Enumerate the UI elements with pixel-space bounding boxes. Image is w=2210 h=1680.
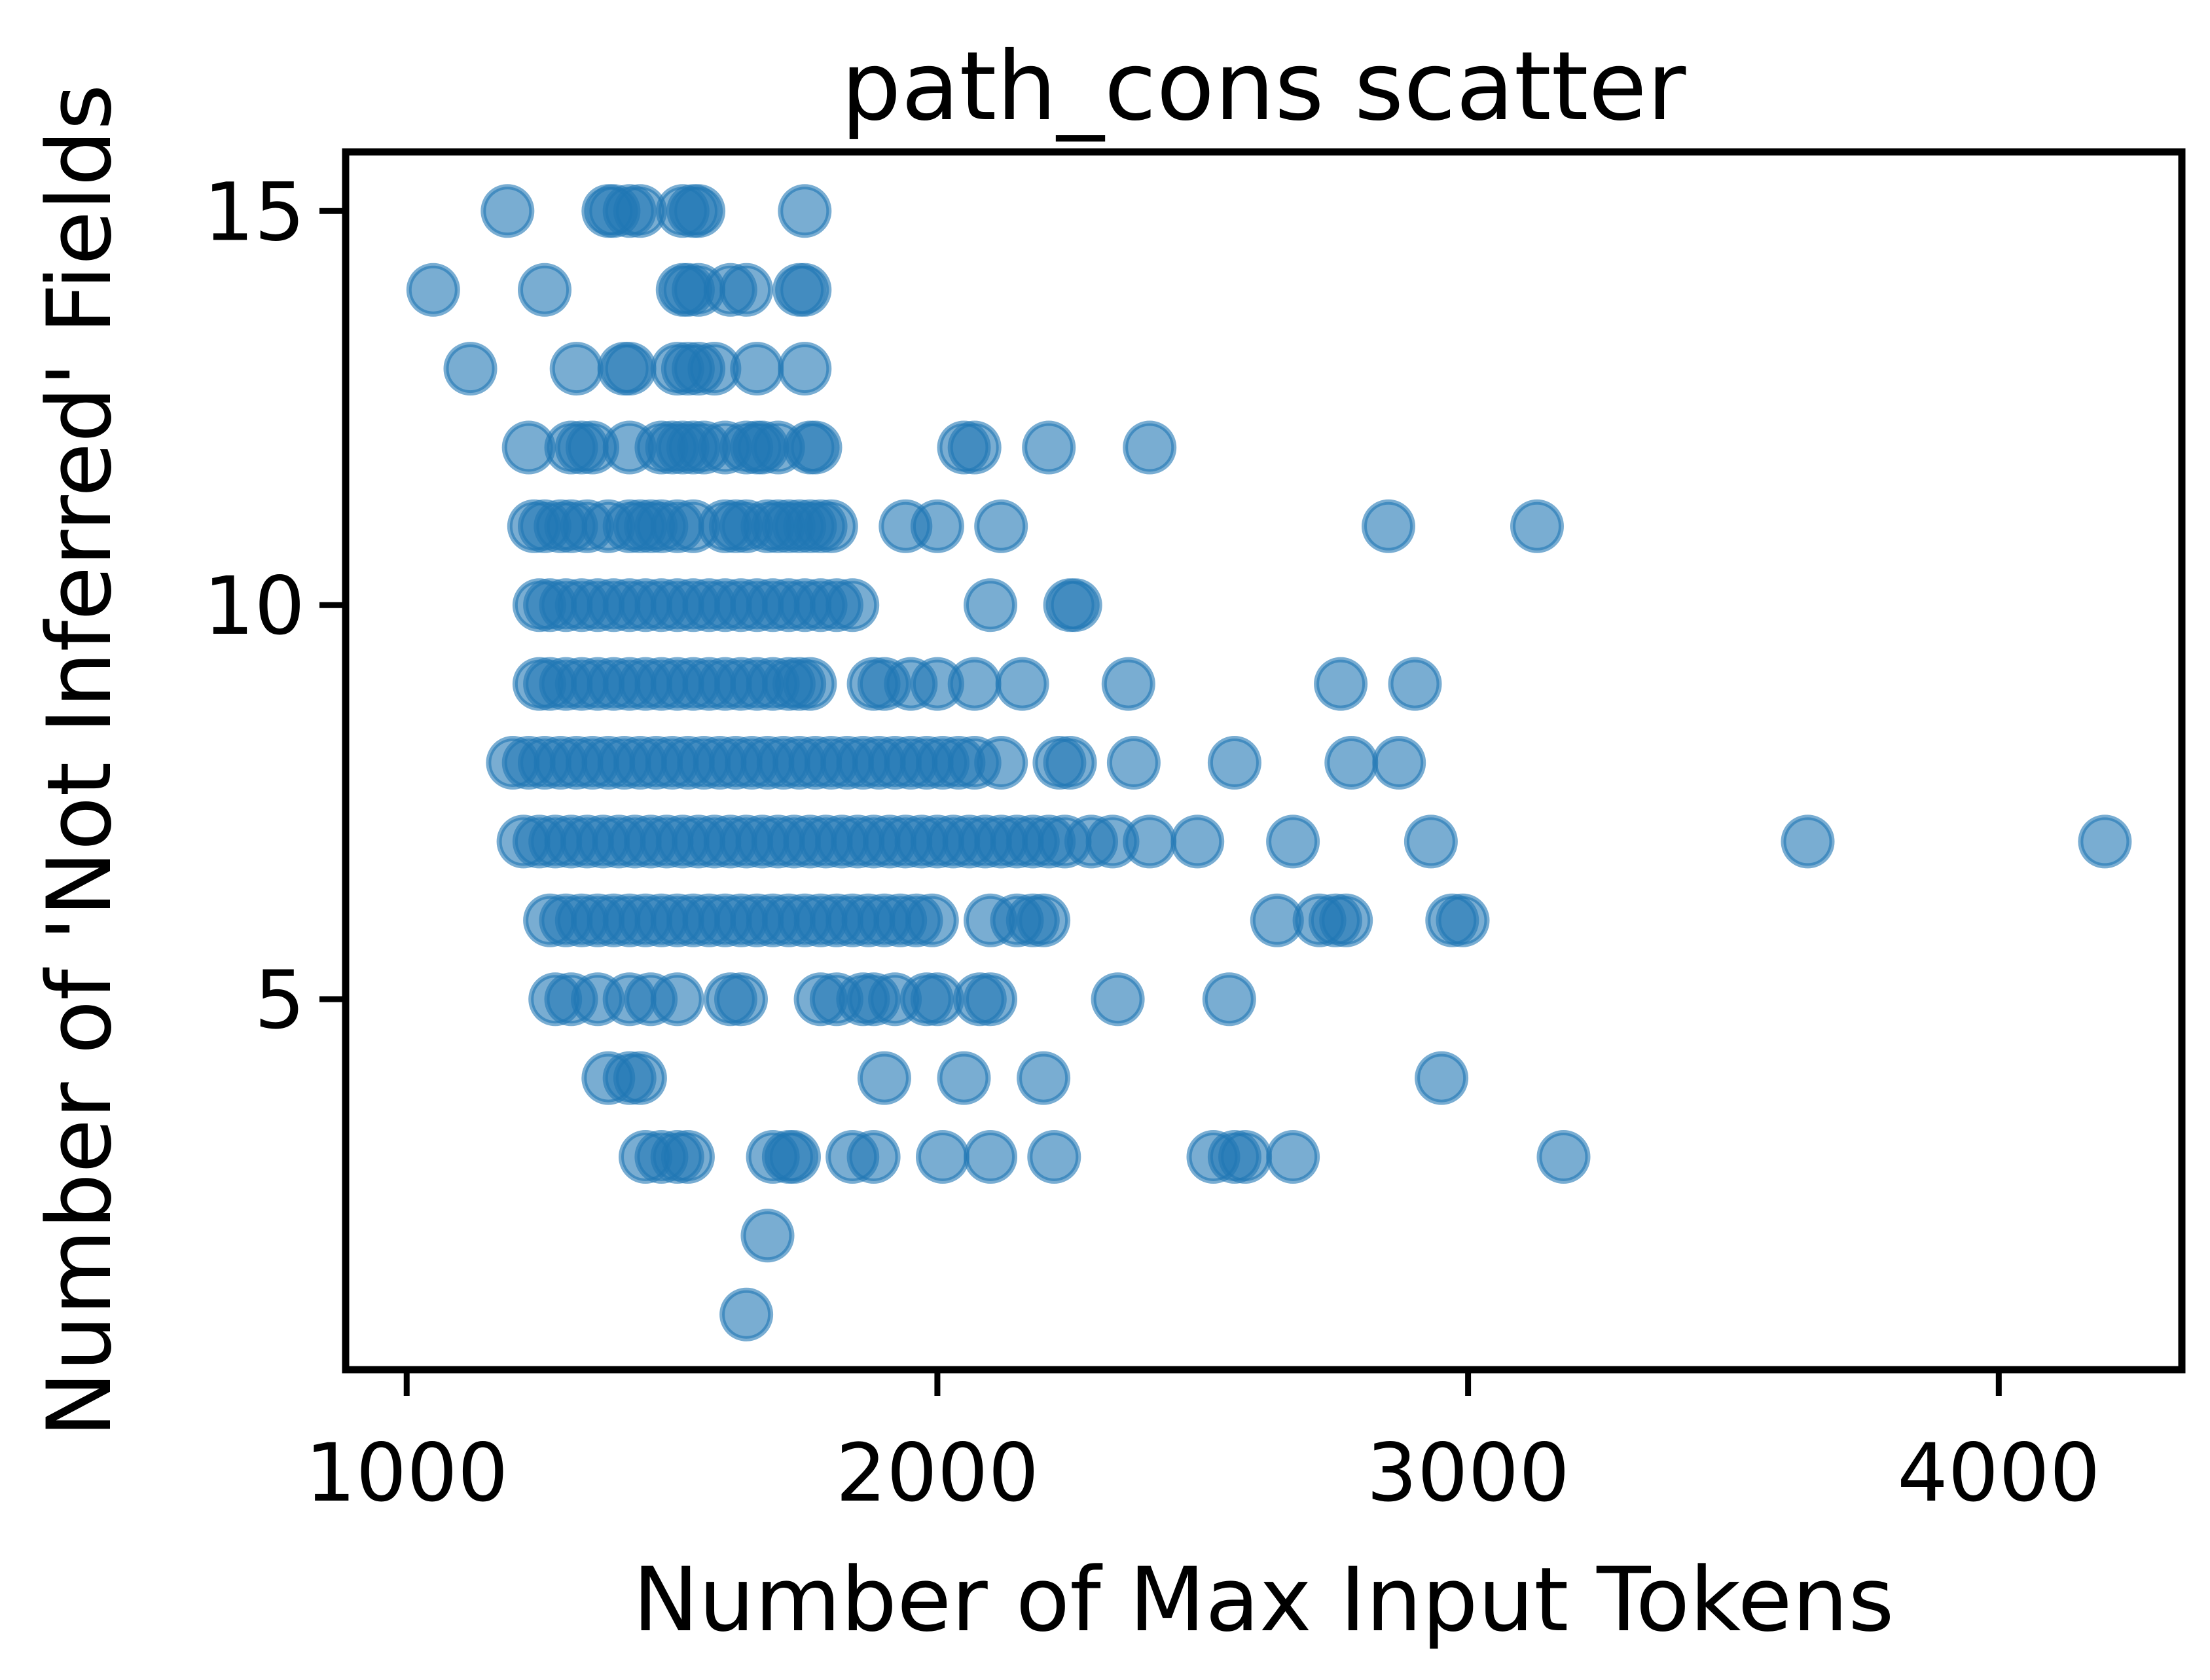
scatter-point [905,893,959,947]
scatter-point [947,657,1002,711]
scatter-point [916,1130,969,1184]
plot-frame [342,148,2186,1374]
scatter-point [1436,893,1490,947]
scatter-point [672,184,726,238]
scatter-point [406,263,460,317]
scatter-point [767,1130,821,1184]
scatter-point [778,342,832,396]
x-tick-label: 3000 [1366,1427,1569,1520]
scatter-point [1404,814,1458,869]
scatter-point [804,499,858,553]
scatter-point [1202,972,1256,1027]
scatter-point [1388,657,1442,711]
scatter-point [857,1051,911,1105]
scatter-point [2078,814,2132,869]
scatter-points [406,184,2132,1342]
x-axis-label: Number of Max Input Tokens [632,1548,1894,1651]
scatter-point [1207,736,1261,790]
scatter-point [778,184,832,238]
scatter-point [518,263,571,317]
scatter-point [1170,814,1225,869]
scatter-point [910,499,964,553]
scatter-point [964,1130,1017,1184]
scatter-point [1017,1051,1071,1105]
chart-title: path_cons scatter [841,31,1686,142]
scatter-point [974,736,1028,790]
scatter-point [1319,893,1373,947]
scatter-point [788,420,842,475]
x-tick-label: 1000 [305,1427,508,1520]
x-axis-ticks: 1000 2000 3000 4000 [305,1370,2101,1520]
scatter-point [549,342,604,396]
y-tick-label: 5 [254,954,305,1047]
scatter-point [650,972,704,1027]
scatter-point [730,342,784,396]
scatter-point [719,1287,774,1342]
scatter-point [846,1130,901,1184]
scatter-point [1266,1130,1320,1184]
scatter-point [1372,736,1426,790]
scatter-point [1022,420,1076,475]
x-tick-label: 2000 [836,1427,1039,1520]
scatter-point [1043,736,1097,790]
scatter-point [947,420,1002,475]
scatter-point [937,1051,991,1105]
scatter-point [1218,1130,1273,1184]
scatter-point [714,972,768,1027]
scatter-point [740,1209,795,1263]
scatter-point [1781,814,1835,869]
y-tick-label: 10 [204,560,305,653]
scatter-point [995,657,1049,711]
scatter-point [1091,972,1145,1027]
scatter-point [783,657,837,711]
scatter-point [1510,499,1564,553]
scatter-point [443,342,498,396]
scatter-point [719,263,774,317]
scatter-point [1536,1130,1591,1184]
scatter-point [602,342,657,396]
scatter-point [964,578,1017,632]
y-tick-label: 15 [204,166,305,259]
scatter-point [1027,1130,1081,1184]
scatter-point [661,1130,715,1184]
scatter-point [1106,736,1161,790]
scatter-point [1101,657,1155,711]
scatter-point [974,499,1028,553]
scatter-point [1048,578,1102,632]
scatter-point [1415,1051,1469,1105]
scatter-point [613,1051,667,1105]
y-axis-label: Number of 'Not Inferred' Fields [28,84,131,1437]
scatter-point [778,263,832,317]
x-tick-label: 4000 [1897,1427,2100,1520]
scatter-point [1324,736,1379,790]
scatter-point [1362,499,1415,553]
scatter-point [1314,657,1368,711]
scatter-point [1123,420,1177,475]
scatter-point [1017,893,1071,947]
scatter-point [1123,814,1177,869]
y-axis-ticks: 5 10 15 [204,166,346,1047]
scatter-point [1266,814,1320,869]
scatter-point [825,578,880,632]
scatter-point [480,184,535,238]
scatter-point [964,972,1017,1027]
